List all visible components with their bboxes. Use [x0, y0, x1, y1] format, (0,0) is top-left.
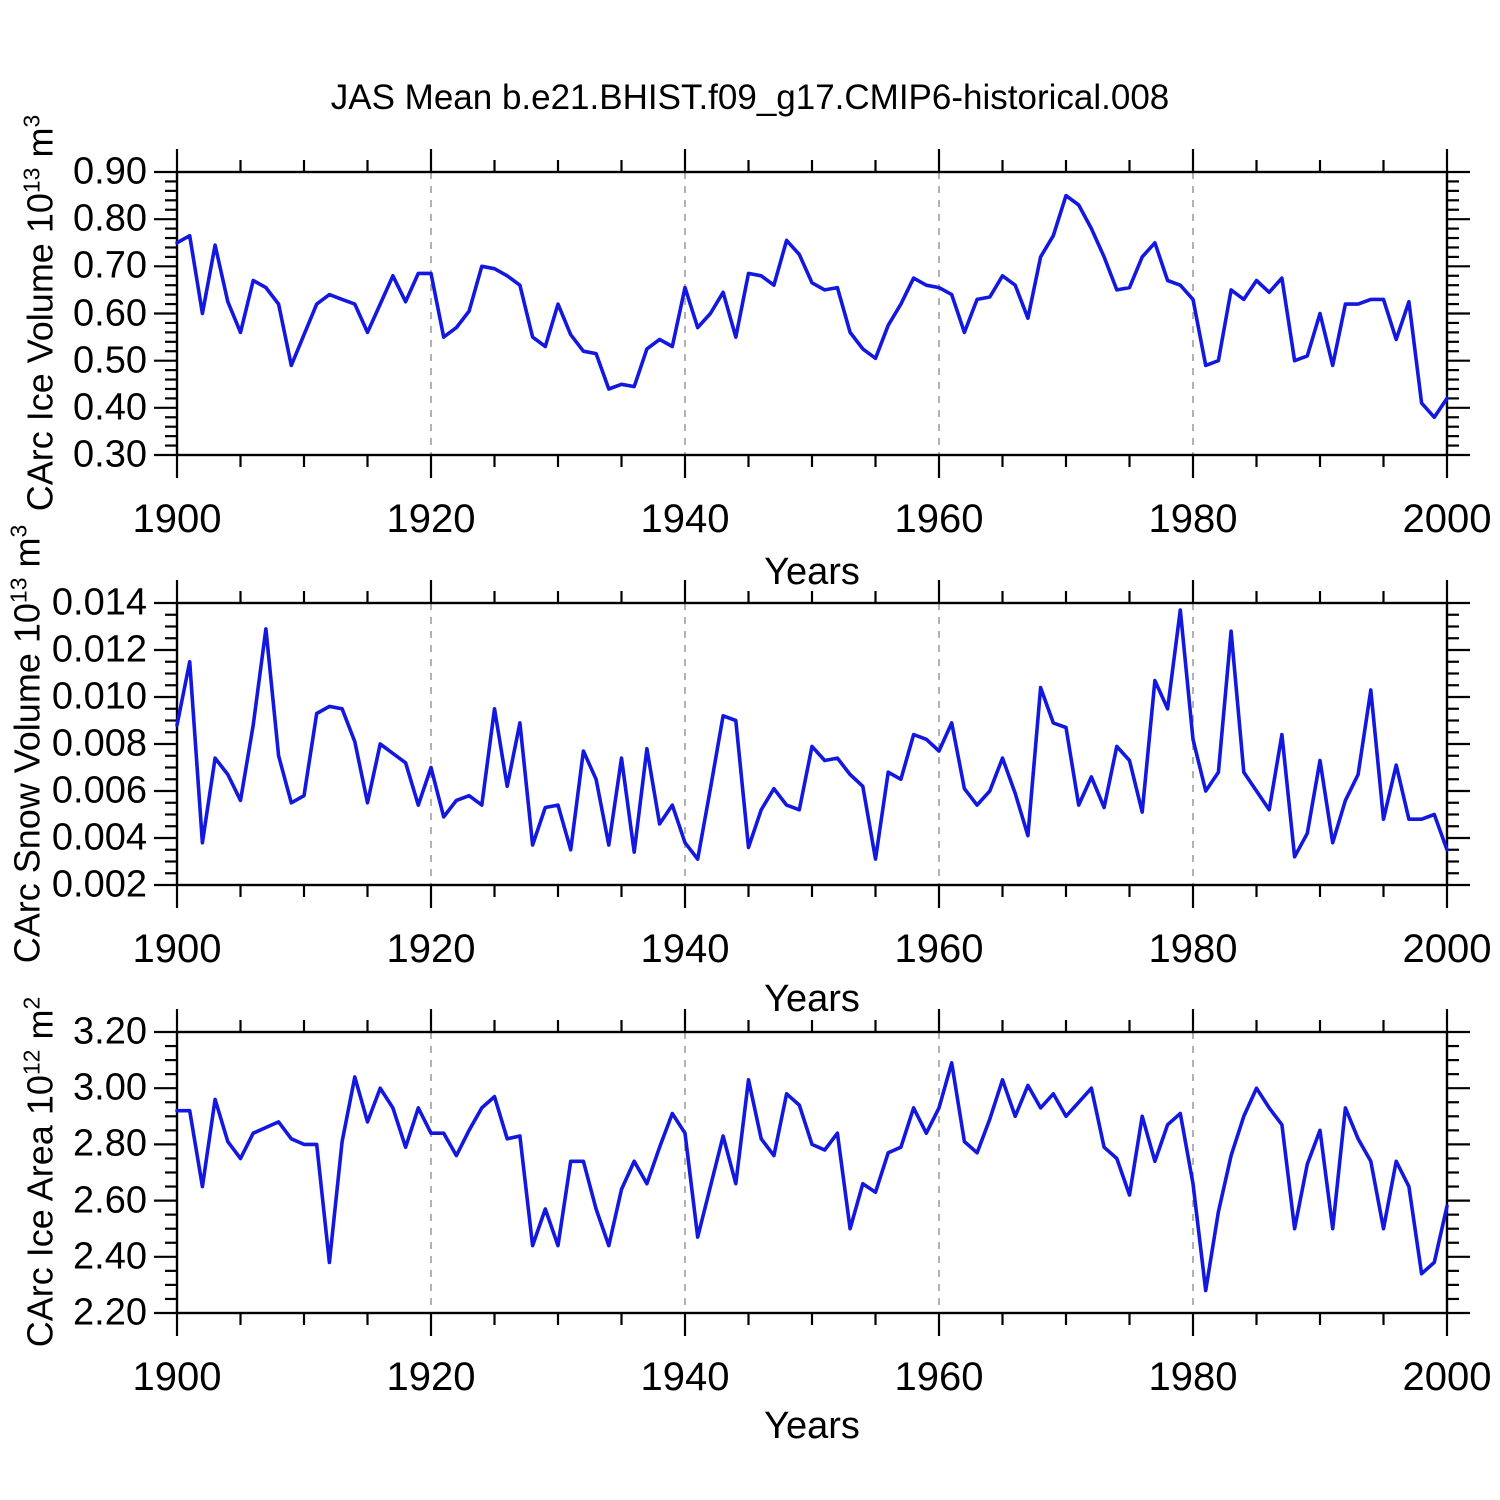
y-tick-label: 0.012 — [51, 628, 147, 671]
y-tick-label: 2.40 — [73, 1235, 147, 1278]
y-axis-label-exponent: 12 — [18, 1049, 45, 1076]
x-tick-label: 1940 — [640, 1355, 730, 1399]
y-tick-label: 0.50 — [73, 339, 147, 382]
y-tick-label: 0.010 — [51, 675, 147, 718]
x-tick-label: 2000 — [1402, 1355, 1492, 1399]
y-axis-label-unit: m — [19, 127, 61, 168]
y-tick-label: 0.80 — [73, 197, 147, 240]
y-axis-label-snow-volume: CArc Snow Volume 1013 m3 — [6, 525, 49, 964]
x-tick-label: 1900 — [132, 497, 222, 541]
figure-title: JAS Mean b.e21.BHIST.f09_g17.CMIP6-histo… — [330, 78, 1170, 117]
x-axis-label-panel2: Years — [764, 978, 860, 1020]
x-tick-label: 1920 — [386, 497, 476, 541]
y-axis-label-unit-exponent: 2 — [18, 996, 45, 1010]
y-axis-label-unit-exponent: 3 — [5, 524, 32, 538]
x-axis-label-panel1: Years — [764, 551, 860, 593]
y-axis-label-text: CArc Snow Volume 10 — [6, 603, 48, 964]
y-tick-label: 0.60 — [73, 292, 147, 334]
x-tick-label: 2000 — [1402, 927, 1492, 971]
x-tick-label: 1960 — [894, 927, 984, 971]
x-tick-label: 1980 — [1148, 1355, 1238, 1399]
y-tick-label: 0.004 — [51, 816, 147, 859]
y-axis-label-unit-exponent: 3 — [18, 114, 45, 128]
y-axis-label-exponent: 13 — [5, 577, 32, 604]
y-axis-label-unit: m — [19, 1009, 61, 1050]
x-tick-label: 1960 — [894, 497, 984, 541]
x-tick-label: 1900 — [132, 1355, 222, 1399]
x-tick-label: 1940 — [640, 497, 730, 541]
y-axis-label-exponent: 13 — [18, 167, 45, 194]
x-tick-label: 1960 — [894, 1355, 984, 1399]
y-tick-label: 0.90 — [73, 150, 147, 193]
y-tick-label: 0.40 — [73, 386, 147, 429]
y-tick-label: 0.006 — [51, 769, 147, 812]
x-tick-label: 1920 — [386, 927, 476, 971]
x-tick-label: 1920 — [386, 1355, 476, 1399]
y-axis-label-ice-area: CArc Ice Area 1012 m2 — [19, 997, 62, 1348]
y-tick-label: 0.008 — [51, 722, 147, 765]
x-tick-label: 1900 — [132, 927, 222, 971]
x-tick-label: 1980 — [1148, 497, 1238, 541]
y-axis-label-text: CArc Ice Area 10 — [19, 1075, 61, 1348]
x-tick-label: 2000 — [1402, 497, 1492, 541]
y-tick-label: 2.80 — [73, 1122, 147, 1165]
y-tick-label: 2.20 — [73, 1291, 147, 1334]
y-tick-label: 0.30 — [73, 433, 147, 476]
y-axis-label-ice-volume: CArc Ice Volume 1013 m3 — [19, 115, 62, 512]
y-tick-label: 3.20 — [73, 1010, 147, 1053]
y-tick-label: 3.00 — [73, 1066, 147, 1109]
y-tick-label: 2.60 — [73, 1179, 147, 1222]
x-tick-label: 1980 — [1148, 927, 1238, 971]
y-axis-label-unit: m — [6, 537, 48, 578]
x-axis-label-panel3: Years — [764, 1405, 860, 1447]
y-tick-label: 0.70 — [73, 244, 147, 287]
y-tick-label: 0.014 — [51, 581, 147, 624]
x-tick-label: 1940 — [640, 927, 730, 971]
y-tick-label: 0.002 — [51, 863, 147, 906]
y-axis-label-text: CArc Ice Volume 10 — [19, 193, 61, 512]
